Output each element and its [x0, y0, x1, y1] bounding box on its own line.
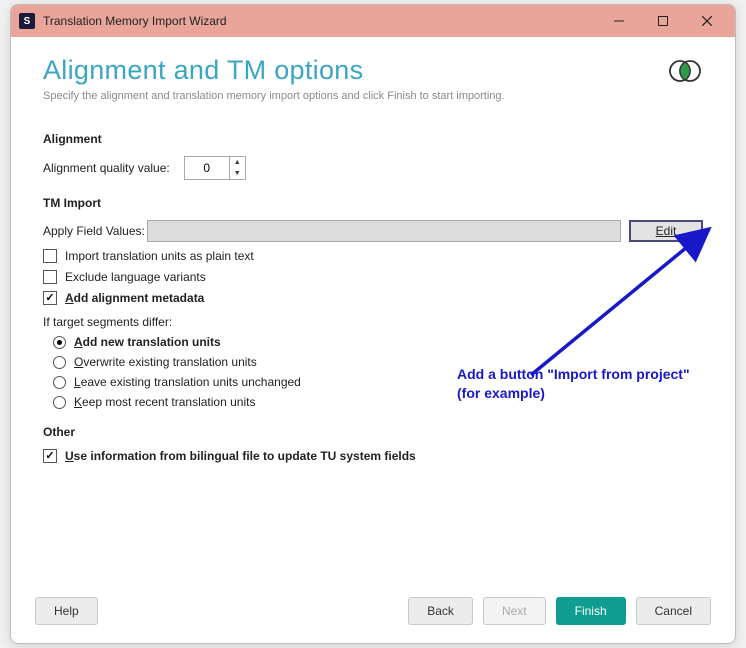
differ-label: If target segments differ:	[43, 315, 703, 329]
quality-value-label: Alignment quality value:	[43, 161, 170, 175]
alignment-metadata-checkbox[interactable]	[43, 291, 57, 305]
quality-value-spinner[interactable]: ▲ ▼	[184, 156, 246, 180]
window-title: Translation Memory Import Wizard	[43, 14, 597, 28]
minimize-button[interactable]	[597, 6, 641, 36]
annotation-text: Add a button "Import from project" (for …	[457, 365, 717, 403]
system-fields-label: Use information from bilingual file to u…	[65, 449, 416, 463]
cancel-button[interactable]: Cancel	[636, 597, 711, 625]
radio-leave[interactable]	[53, 376, 66, 389]
radio-overwrite[interactable]	[53, 356, 66, 369]
radio-keep-recent-label: Keep most recent translation units	[74, 395, 255, 409]
help-button[interactable]: Help	[35, 597, 98, 625]
apply-field-values-input[interactable]	[147, 220, 621, 242]
maximize-button[interactable]	[641, 6, 685, 36]
logo-icon	[667, 59, 703, 86]
radio-overwrite-label: Overwrite existing translation units	[74, 355, 257, 369]
system-fields-checkbox[interactable]	[43, 449, 57, 463]
titlebar: S Translation Memory Import Wizard	[11, 5, 735, 37]
next-button[interactable]: Next	[483, 597, 546, 625]
wizard-window: S Translation Memory Import Wizard Align…	[10, 4, 736, 644]
page-header: Alignment and TM options Specify the ali…	[11, 37, 735, 116]
content-area: Alignment Alignment quality value: ▲ ▼ T…	[11, 132, 735, 463]
page-subtitle: Specify the alignment and translation me…	[43, 90, 667, 102]
exclude-variants-label: Exclude language variants	[65, 270, 206, 284]
exclude-variants-checkbox[interactable]	[43, 270, 57, 284]
edit-button-label: Edit	[656, 224, 677, 238]
radio-keep-recent[interactable]	[53, 396, 66, 409]
radio-add-new-label: Add new translation units	[74, 335, 221, 349]
finish-button[interactable]: Finish	[556, 597, 626, 625]
app-icon: S	[19, 13, 35, 29]
page-title: Alignment and TM options	[43, 55, 667, 86]
edit-button[interactable]: Edit	[629, 220, 703, 242]
quality-value-input[interactable]	[185, 161, 229, 175]
tm-import-section-header: TM Import	[43, 196, 703, 210]
back-button[interactable]: Back	[408, 597, 473, 625]
close-button[interactable]	[685, 6, 729, 36]
alignment-metadata-label: Add alignment metadata	[65, 291, 204, 305]
spinner-up-icon[interactable]: ▲	[230, 157, 245, 168]
alignment-section-header: Alignment	[43, 132, 703, 146]
plain-text-label: Import translation units as plain text	[65, 249, 254, 263]
radio-add-new[interactable]	[53, 336, 66, 349]
radio-leave-label: Leave existing translation units unchang…	[74, 375, 301, 389]
other-section-header: Other	[43, 425, 703, 439]
footer: Help Back Next Finish Cancel	[11, 583, 735, 643]
spinner-down-icon[interactable]: ▼	[230, 168, 245, 179]
plain-text-checkbox[interactable]	[43, 249, 57, 263]
apply-field-values-label: Apply Field Values:	[43, 224, 147, 238]
